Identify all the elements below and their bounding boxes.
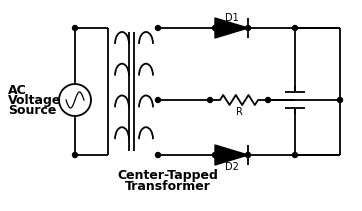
Circle shape: [156, 153, 160, 157]
Circle shape: [337, 97, 342, 103]
Text: Center-Tapped: Center-Tapped: [118, 169, 218, 181]
Circle shape: [72, 26, 77, 31]
Text: Source: Source: [8, 104, 56, 116]
Circle shape: [292, 153, 298, 157]
Circle shape: [207, 97, 212, 103]
Text: Transformer: Transformer: [125, 180, 211, 193]
Circle shape: [212, 153, 218, 157]
Text: D2: D2: [224, 162, 239, 172]
Text: R: R: [236, 107, 243, 117]
Polygon shape: [215, 145, 248, 165]
Text: AC: AC: [8, 84, 27, 96]
Text: Voltage: Voltage: [8, 93, 62, 107]
Circle shape: [156, 97, 160, 103]
Circle shape: [212, 26, 218, 31]
Circle shape: [292, 26, 298, 31]
Circle shape: [156, 26, 160, 31]
Circle shape: [245, 153, 251, 157]
Circle shape: [245, 26, 251, 31]
Circle shape: [72, 153, 77, 157]
Circle shape: [265, 97, 270, 103]
Text: D1: D1: [225, 13, 238, 23]
Polygon shape: [215, 18, 248, 38]
